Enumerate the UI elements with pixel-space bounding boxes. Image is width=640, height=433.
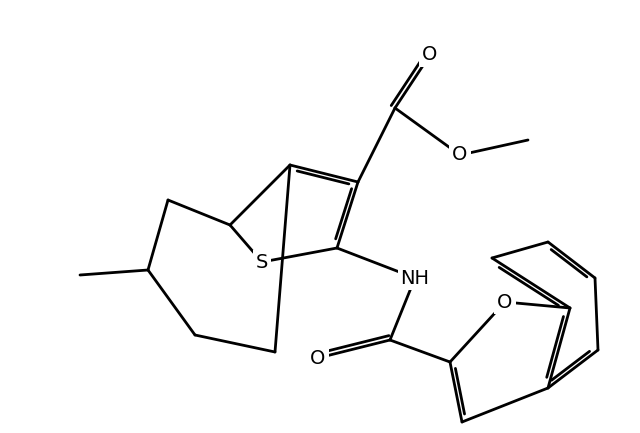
Text: NH: NH [401, 268, 429, 288]
Text: O: O [497, 293, 513, 311]
Text: S: S [256, 252, 268, 271]
Text: O: O [452, 145, 468, 165]
Text: O: O [310, 349, 326, 368]
Text: O: O [422, 45, 438, 65]
